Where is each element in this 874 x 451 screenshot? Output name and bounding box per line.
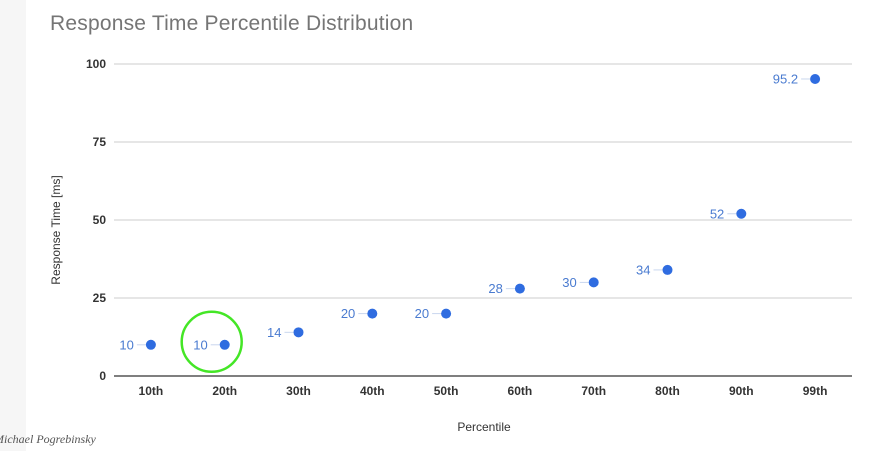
data-point [588,277,599,288]
data-label: 20 [415,306,429,321]
data-point [367,308,378,319]
data-point [441,308,452,319]
data-point [514,283,525,294]
x-tick-label: 40th [360,384,385,398]
data-label: 10 [193,337,207,352]
data-point [293,327,304,338]
y-axis-title: Response Time [ms] [49,175,63,284]
data-labels: 10 10 14 20 20 28 30 34 52 95.2 [119,71,811,352]
x-tick-label: 10th [139,384,164,398]
x-tick-label: 90th [729,384,754,398]
highlight-annotation [180,310,243,374]
x-tick-label: 50th [434,384,459,398]
x-tick-label: 20th [212,384,237,398]
x-tick-label: 60th [508,384,533,398]
image-credit: Michael Pogrebinsky [0,432,96,446]
data-label: 28 [488,281,502,296]
x-tick-label: 70th [581,384,606,398]
y-tick-label: 50 [93,213,107,227]
data-point [145,339,156,350]
left-margin-strip [0,0,26,451]
data-label: 52 [710,206,724,221]
x-tick-label: 80th [655,384,680,398]
y-tick-label: 0 [99,369,106,383]
y-tick-label: 75 [93,135,107,149]
x-tick-labels: 10th 20th 30th 40th 50th 60th 70th 80th 90th 99th [139,384,828,398]
data-points [145,73,821,350]
x-tick-label: 30th [286,384,311,398]
chart-title: Response Time Percentile Distribution [50,12,414,35]
x-axis-title: Percentile [457,420,511,434]
data-label: 34 [636,262,650,277]
x-tick-label: 99th [803,384,828,398]
data-label: 14 [267,325,281,340]
y-tick-label: 25 [93,291,107,305]
data-label: 95.2 [773,71,798,86]
y-tick-label: 100 [86,57,106,71]
highlight-circle [180,310,243,374]
data-label: 10 [119,337,133,352]
y-tick-labels: 0 25 50 75 100 [86,57,106,383]
data-label: 30 [562,275,576,290]
data-point [662,264,673,275]
data-point [219,339,230,350]
data-point [736,208,747,219]
data-point [810,73,821,84]
gridlines [114,63,852,377]
data-label: 20 [341,306,355,321]
